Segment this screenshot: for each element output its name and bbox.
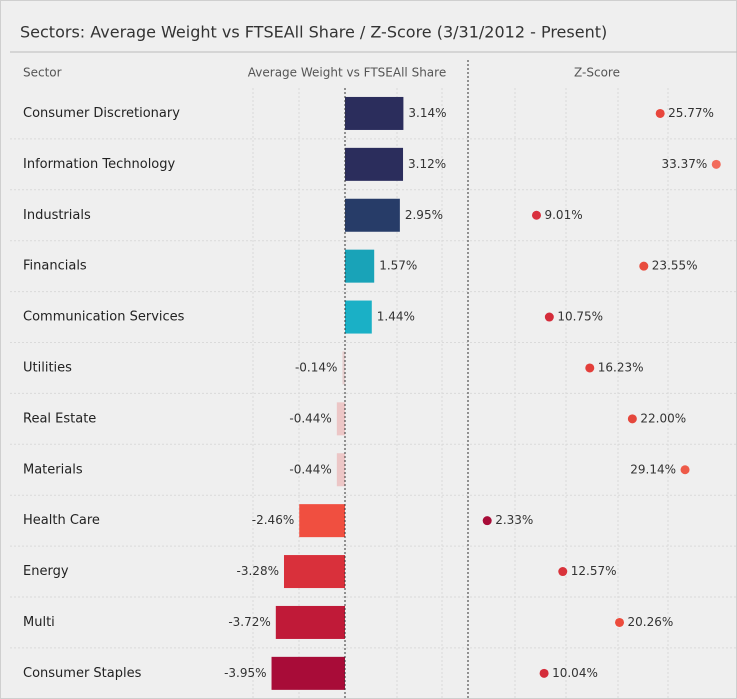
bar-label: 1.57% xyxy=(379,259,417,273)
zscore-label: 16.23% xyxy=(598,360,644,374)
zscore-dot xyxy=(558,567,568,577)
sector-label: Consumer Discretionary xyxy=(23,106,180,121)
bar xyxy=(336,453,345,487)
rows: Consumer Discretionary Information Techno… xyxy=(10,96,737,690)
zscore-dot xyxy=(680,465,690,475)
bar xyxy=(345,147,404,181)
bar-label: 2.95% xyxy=(405,208,443,222)
zscore-label: 12.57% xyxy=(571,564,617,578)
sector-label: Materials xyxy=(23,462,83,477)
bar xyxy=(275,605,345,639)
zscore-dot xyxy=(482,516,492,526)
header-zscore: Z-Score xyxy=(574,66,620,80)
zscore-label: 23.55% xyxy=(652,259,698,273)
sector-label: Energy xyxy=(23,564,69,579)
zscore-label: 9.01% xyxy=(544,208,582,222)
bar xyxy=(345,249,375,283)
zscore-dot xyxy=(615,617,625,627)
sector-label: Real Estate xyxy=(23,411,96,426)
sector-label: Communication Services xyxy=(23,310,185,325)
bar xyxy=(299,504,345,538)
title: Sectors: Average Weight vs FTSEAll Share… xyxy=(20,23,607,42)
bar-label: 3.12% xyxy=(408,157,446,171)
bar-label: 3.14% xyxy=(408,106,446,120)
zscore-label: 33.37% xyxy=(662,157,708,171)
bar-label: -0.44% xyxy=(289,411,331,425)
bar-label: 1.44% xyxy=(377,310,415,324)
bar-label: -3.95% xyxy=(224,666,266,680)
zscore-label: 22.00% xyxy=(640,411,686,425)
bar xyxy=(345,96,404,130)
sector-label: Industrials xyxy=(23,208,91,223)
zscore-dot xyxy=(627,414,637,424)
bar-label: -0.14% xyxy=(295,360,337,374)
zscore-label: 10.04% xyxy=(552,666,598,680)
sector-label: Multi xyxy=(23,615,55,630)
zscore-dot xyxy=(655,108,665,118)
zscore-dot xyxy=(711,159,721,169)
bar-label: -3.28% xyxy=(237,564,279,578)
header-weight: Average Weight vs FTSEAll Share xyxy=(248,66,446,80)
zscore-dot xyxy=(539,668,549,678)
sector-label: Information Technology xyxy=(23,157,176,172)
zscore-dot xyxy=(639,261,649,271)
sector-label: Health Care xyxy=(23,513,100,528)
bar-label: -0.44% xyxy=(289,462,331,476)
bar xyxy=(336,402,345,436)
sector-label: Utilities xyxy=(23,360,72,375)
bar-label: -3.72% xyxy=(228,615,270,629)
bar xyxy=(271,656,345,690)
bar xyxy=(345,198,400,232)
zscore-label: 25.77% xyxy=(668,106,714,120)
bar xyxy=(283,555,345,589)
bar xyxy=(342,351,345,385)
header-sector: Sector xyxy=(23,66,62,80)
zscore-label: 29.14% xyxy=(630,462,676,476)
zscore-label: 10.75% xyxy=(557,310,603,324)
sector-label: Financials xyxy=(23,259,87,274)
bar xyxy=(345,300,372,334)
zscore-label: 2.33% xyxy=(495,513,533,527)
zscore-dot xyxy=(585,363,595,373)
zscore-dot xyxy=(544,312,554,322)
bar-label: -2.46% xyxy=(252,513,294,527)
zscore-label: 20.26% xyxy=(628,615,674,629)
sector-label: Consumer Staples xyxy=(23,666,142,681)
zscore-dot xyxy=(531,210,541,220)
